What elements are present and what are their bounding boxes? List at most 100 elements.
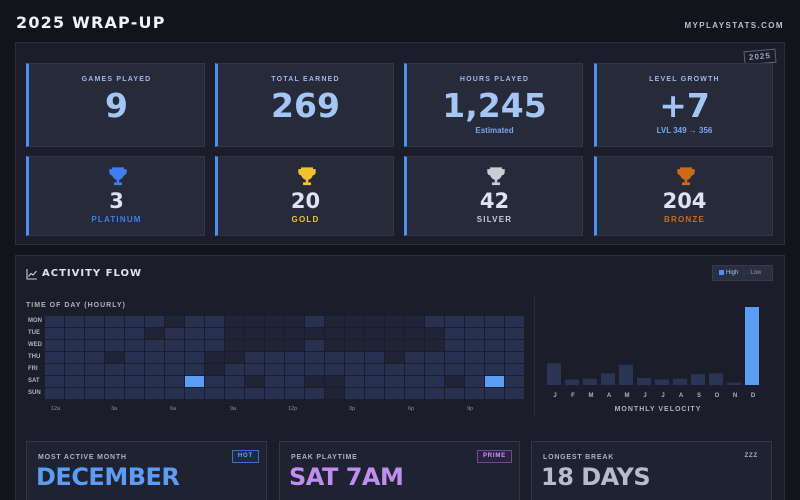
heatmap-cell	[485, 328, 504, 339]
bronze-trophy-icon	[677, 167, 695, 186]
hot-badge: HOT	[231, 450, 259, 463]
heatmap-cell	[85, 364, 104, 375]
heatmap-cell	[365, 328, 384, 339]
highlight-value: SAT 7AM	[289, 463, 404, 491]
trophy-label: PLATINUM	[91, 215, 142, 224]
velocity-bar	[691, 374, 705, 385]
heatmap-cell	[485, 352, 504, 363]
heatmap-day-label: FRI	[28, 366, 38, 372]
heatmap-cell	[445, 316, 464, 327]
heatmap-cell	[185, 328, 204, 339]
heatmap-cell	[285, 364, 304, 375]
heatmap-cell	[365, 316, 384, 327]
heatmap-cell	[305, 388, 324, 399]
heatmap-cell	[305, 328, 324, 339]
stat-card-total-earned: TOTAL EARNED 269	[215, 63, 394, 147]
heatmap-cell	[85, 376, 104, 387]
heatmap-cell	[285, 340, 304, 351]
trend-chart-icon	[26, 269, 37, 280]
activity-title: ACTIVITY FLOW	[42, 268, 143, 279]
heatmap-cell	[165, 340, 184, 351]
heatmap-cell	[105, 340, 124, 351]
heatmap-day-label: MON	[28, 318, 42, 324]
highlight-label: PEAK PLAYTIME	[291, 454, 358, 461]
heatmap-cell	[105, 316, 124, 327]
site-link[interactable]: MYPLAYSTATS.COM	[684, 21, 784, 30]
heatmap-cell	[445, 388, 464, 399]
heatmap-day-label: SAT	[28, 378, 40, 384]
heatmap-day-label: TUE	[28, 330, 40, 336]
stat-card-hours-played: HOURS PLAYED 1,245 Estimated	[404, 63, 583, 147]
stat-label: HOURS PLAYED	[459, 76, 530, 83]
heatmap-cell	[65, 388, 84, 399]
heatmap-cell	[505, 328, 524, 339]
heatmap-cell	[425, 340, 444, 351]
stat-label: TOTAL EARNED	[271, 76, 340, 83]
heatmap-cell	[225, 364, 244, 375]
velocity-bar	[565, 379, 579, 385]
heatmap-cell	[265, 352, 284, 363]
heatmap-cell	[345, 376, 364, 387]
heatmap-cell	[245, 388, 264, 399]
velocity-bar	[745, 307, 759, 385]
heatmap-cell	[45, 352, 64, 363]
heatmap-cell	[305, 316, 324, 327]
prime-badge: PRIME	[476, 450, 512, 463]
highlight-value: 18 DAYS	[541, 463, 651, 491]
heatmap-cell	[125, 340, 144, 351]
velocity-month-label: F	[571, 393, 575, 399]
heatmap-hour-label: 3p	[349, 406, 356, 412]
trophy-card-gold: 20 GOLD	[215, 156, 394, 236]
heatmap-cell	[445, 376, 464, 387]
heatmap-cell	[185, 316, 204, 327]
heatmap-cell	[405, 376, 424, 387]
highlight-card-longest-break: LONGEST BREAK ZZZ 18 DAYS	[531, 441, 772, 500]
heatmap-cell	[85, 316, 104, 327]
heatmap-cell	[225, 388, 244, 399]
page-title: 2025 WRAP-UP	[16, 13, 166, 32]
heatmap-cell	[385, 376, 404, 387]
heatmap-cell	[165, 328, 184, 339]
heatmap-cell	[85, 352, 104, 363]
heatmap-cell	[185, 376, 204, 387]
heatmap-cell	[385, 328, 404, 339]
heatmap-cell	[505, 340, 524, 351]
heatmap-day-label: WED	[28, 342, 42, 348]
heatmap-hour-label: 3a	[111, 406, 118, 412]
stat-label: LEVEL GROWTH	[649, 76, 720, 83]
heatmap-cell	[205, 352, 224, 363]
heatmap-cell	[205, 340, 224, 351]
heatmap-cell	[245, 340, 264, 351]
heatmap-cell	[385, 316, 404, 327]
heatmap-cell	[225, 340, 244, 351]
stat-value: +7	[659, 86, 710, 125]
heatmap-cell	[145, 316, 164, 327]
velocity-month-label: M	[588, 393, 594, 399]
heatmap-cell	[265, 376, 284, 387]
heatmap-cell	[405, 328, 424, 339]
platinum-trophy-icon	[109, 167, 127, 186]
heatmap-cell	[145, 388, 164, 399]
velocity-bar	[601, 373, 615, 385]
gold-trophy-icon	[298, 167, 316, 186]
heatmap-cell	[345, 364, 364, 375]
heatmap-cell	[465, 364, 484, 375]
heatmap-cell	[185, 388, 204, 399]
heatmap-cell	[145, 328, 164, 339]
velocity-bar	[727, 382, 741, 385]
heatmap-cell	[45, 340, 64, 351]
stat-value: 269	[271, 86, 340, 125]
stat-value: 1,245	[442, 86, 547, 125]
heatmap-cell	[485, 340, 504, 351]
heatmap-cell	[45, 388, 64, 399]
heatmap-cell	[325, 376, 344, 387]
heatmap-cell	[205, 376, 224, 387]
heatmap-cell	[185, 352, 204, 363]
heatmap-cell	[65, 340, 84, 351]
heatmap-cell	[305, 352, 324, 363]
legend-low-swatch	[743, 269, 749, 275]
heatmap-cell	[145, 376, 164, 387]
velocity-bar	[637, 377, 651, 385]
heatmap-cell	[225, 376, 244, 387]
heatmap-cell	[65, 328, 84, 339]
